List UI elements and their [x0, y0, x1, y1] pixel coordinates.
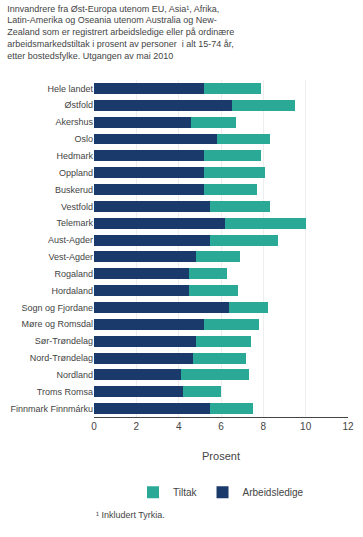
svg-text:6: 6 [218, 421, 224, 432]
svg-text:Vestfold: Vestfold [61, 202, 93, 212]
svg-text:Prosent: Prosent [202, 450, 240, 462]
svg-text:Buskerud: Buskerud [55, 185, 93, 195]
svg-text:Arbeidsledige: Arbeidsledige [243, 487, 304, 498]
svg-text:Telemark: Telemark [56, 218, 93, 228]
svg-text:8: 8 [261, 421, 267, 432]
svg-text:Akershus: Akershus [55, 117, 93, 127]
svg-text:Tiltak: Tiltak [173, 487, 198, 498]
svg-text:Innvandrere fra Øst-Europa ute: Innvandrere fra Øst-Europa utenom EU, As… [7, 4, 234, 61]
svg-text:12: 12 [342, 421, 354, 432]
svg-text:10: 10 [300, 421, 312, 432]
svg-text:Aust-Agder: Aust-Agder [48, 235, 93, 245]
svg-text:Sogn og Fjordane: Sogn og Fjordane [21, 303, 93, 313]
svg-text:Hele landet: Hele landet [47, 84, 93, 94]
svg-text:2: 2 [134, 421, 140, 432]
svg-text:Finnmark Finnmárku: Finnmark Finnmárku [10, 404, 93, 414]
svg-text:0: 0 [91, 421, 97, 432]
svg-text:Nordland: Nordland [56, 370, 93, 380]
svg-text:4: 4 [176, 421, 182, 432]
svg-text:Hedmark: Hedmark [56, 151, 93, 161]
svg-text:¹ Inkludert Tyrkia.: ¹ Inkludert Tyrkia. [96, 510, 165, 520]
svg-text:Sør-Trøndelag: Sør-Trøndelag [35, 336, 93, 346]
svg-text:Troms Romsa: Troms Romsa [37, 387, 93, 397]
svg-text:Oslo: Oslo [74, 134, 93, 144]
svg-text:Hordaland: Hordaland [51, 286, 93, 296]
svg-text:Oppland: Oppland [59, 168, 93, 178]
svg-text:Vest-Agder: Vest-Agder [48, 252, 93, 262]
svg-text:Nord-Trøndelag: Nord-Trøndelag [30, 353, 93, 363]
svg-text:Østfold: Østfold [64, 100, 93, 110]
svg-text:Rogaland: Rogaland [54, 269, 93, 279]
svg-text:Møre og Romsdal: Møre og Romsdal [21, 319, 93, 329]
